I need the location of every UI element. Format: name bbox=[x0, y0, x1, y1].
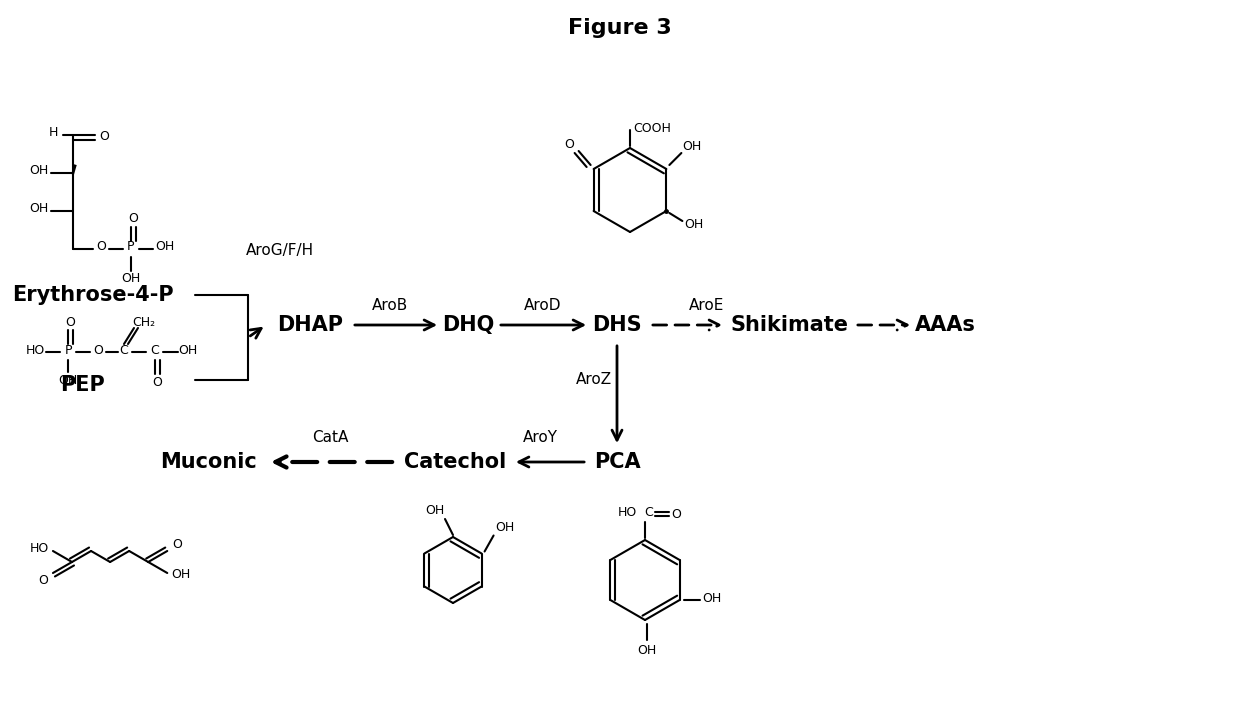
Text: OH: OH bbox=[494, 521, 514, 534]
Text: AroZ: AroZ bbox=[576, 373, 612, 388]
Text: Muconic: Muconic bbox=[160, 452, 256, 472]
Text: C: C bbox=[151, 344, 160, 358]
Text: HO: HO bbox=[617, 506, 637, 518]
Text: OH: OH bbox=[178, 344, 198, 358]
Text: OH: OH bbox=[155, 241, 175, 253]
Text: AroE: AroE bbox=[689, 297, 725, 312]
Text: AroG/F/H: AroG/F/H bbox=[245, 243, 313, 258]
Text: P: P bbox=[128, 241, 135, 253]
Text: Shikimate: Shikimate bbox=[731, 315, 849, 335]
Text: HO: HO bbox=[26, 344, 46, 358]
Text: CH₂: CH₂ bbox=[133, 315, 156, 329]
Text: OH: OH bbox=[121, 273, 140, 285]
Text: H: H bbox=[48, 126, 58, 139]
Text: OH: OH bbox=[58, 373, 78, 386]
Text: O: O bbox=[97, 241, 107, 253]
Text: O: O bbox=[172, 538, 182, 552]
Text: AroB: AroB bbox=[372, 297, 408, 312]
Text: PEP: PEP bbox=[59, 375, 104, 395]
Text: OH: OH bbox=[425, 505, 445, 518]
Text: O: O bbox=[66, 317, 74, 329]
Text: AroD: AroD bbox=[524, 297, 561, 312]
Text: CatA: CatA bbox=[312, 430, 348, 445]
Text: Catechol: Catechol bbox=[404, 452, 506, 472]
Text: COOH: COOH bbox=[633, 121, 672, 134]
Text: OH: OH bbox=[30, 165, 48, 178]
Text: O: O bbox=[99, 131, 109, 143]
Text: OH: OH bbox=[172, 569, 191, 581]
Text: AAAs: AAAs bbox=[914, 315, 975, 335]
Text: OH: OH bbox=[703, 591, 721, 604]
Text: DHQ: DHQ bbox=[442, 315, 494, 335]
Text: O: O bbox=[152, 376, 162, 388]
Text: P: P bbox=[64, 344, 72, 358]
Text: DHAP: DHAP bbox=[278, 315, 343, 335]
Text: PCA: PCA bbox=[593, 452, 641, 472]
Text: C: C bbox=[644, 506, 653, 518]
Text: Erythrose-4-P: Erythrose-4-P bbox=[12, 285, 173, 305]
Text: O: O bbox=[38, 574, 48, 587]
Text: OH: OH bbox=[637, 643, 657, 657]
Text: O: O bbox=[672, 508, 681, 520]
Text: HO: HO bbox=[30, 542, 48, 555]
Text: DHS: DHS bbox=[592, 315, 642, 335]
Text: C: C bbox=[120, 344, 129, 358]
Text: O: O bbox=[128, 212, 138, 226]
Text: O: O bbox=[565, 138, 575, 151]
Text: Figure 3: Figure 3 bbox=[569, 18, 672, 38]
Text: OH: OH bbox=[683, 141, 703, 153]
Text: O: O bbox=[93, 344, 103, 358]
Text: AroY: AroY bbox=[523, 430, 558, 445]
Text: OH: OH bbox=[685, 219, 704, 231]
Text: OH: OH bbox=[30, 202, 48, 216]
